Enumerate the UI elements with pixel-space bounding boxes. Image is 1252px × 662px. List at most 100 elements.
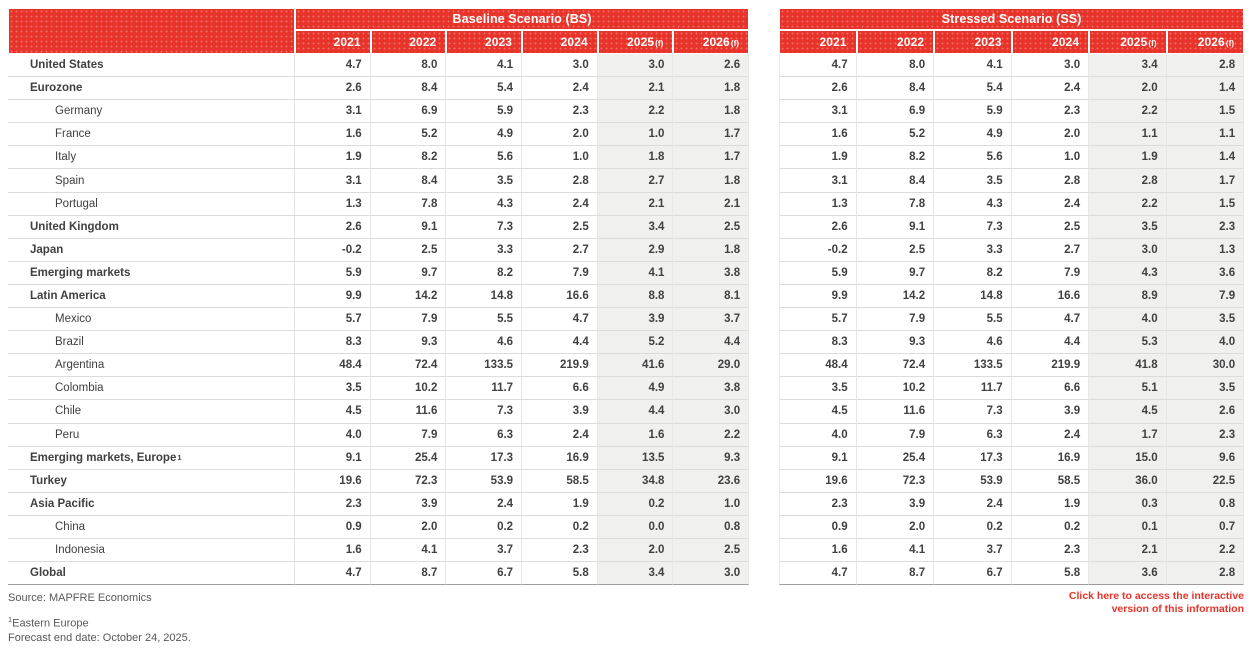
value-cell: 3.7 [934,538,1012,563]
value-cell: 6.7 [446,562,523,586]
value-cell: 1.3 [295,192,371,216]
value-cell: 3.8 [673,377,750,401]
value-cell: 2.8 [1166,562,1245,586]
value-cell: 2.6 [779,215,857,239]
value-cell: 2.0 [1011,123,1090,147]
value-cell: 1.7 [673,146,750,170]
value-cell: 23.6 [673,469,750,493]
value-cell: 8.4 [370,77,447,101]
value-cell: 5.5 [446,308,523,332]
value-cell: 3.5 [779,377,857,401]
value-cell: 3.5 [934,169,1012,193]
baseline-scenario-header: Baseline Scenario (BS) [295,8,750,30]
value-cell: 1.1 [1166,123,1245,147]
value-cell: 1.9 [779,146,857,170]
value-cell: 0.3 [1089,492,1167,516]
value-cell: 5.6 [934,146,1012,170]
value-cell: 3.0 [522,54,598,78]
value-cell: 0.8 [1166,492,1245,516]
value-cell: 7.9 [1166,284,1245,309]
value-cell: 10.2 [856,377,935,401]
value-cell: 2.6 [673,54,750,78]
year-header: 2026 (f) [673,30,750,54]
value-cell: 2.2 [673,423,750,447]
value-cell: 1.4 [1166,146,1245,170]
value-cell: 1.8 [597,146,674,170]
value-cell: 2.3 [522,100,598,124]
value-cell: 5.5 [934,308,1012,332]
value-cell: 1.1 [1089,123,1167,147]
value-cell: 34.8 [597,469,674,493]
row-label: Colombia [8,377,295,401]
value-cell: 3.1 [295,100,371,124]
value-cell: 2.8 [1011,169,1090,193]
value-cell: 8.0 [370,54,447,78]
value-cell: 2.2 [1089,100,1167,124]
value-cell: 2.1 [673,192,750,216]
value-cell: 2.6 [295,77,371,101]
value-cell: 25.4 [370,446,447,470]
row-label: Portugal [8,192,295,216]
value-cell: 2.4 [522,423,598,447]
value-cell: 7.3 [446,215,523,239]
value-cell: 2.0 [597,538,674,563]
value-cell: 7.3 [934,215,1012,239]
value-cell: 3.4 [597,562,674,586]
value-cell: 1.3 [1166,238,1245,262]
value-cell: 1.8 [673,100,750,124]
value-cell: 17.3 [934,446,1012,470]
value-cell: 2.4 [934,492,1012,516]
value-cell: 3.5 [295,377,371,401]
value-cell: 2.1 [597,192,674,216]
value-cell: 1.6 [295,538,371,563]
value-cell: 4.0 [1089,308,1167,332]
value-cell: 8.4 [370,169,447,193]
value-cell: 4.1 [370,538,447,563]
inflation-table: Baseline Scenario (BS) Stressed Scenario… [8,8,1245,586]
value-cell: 5.7 [295,308,371,332]
interactive-version-link[interactable]: Click here to access the interactive ver… [994,590,1244,616]
value-cell: 8.7 [856,562,935,586]
value-cell: 1.8 [673,238,750,262]
row-label: Turkey [8,469,295,493]
value-cell: 1.9 [295,146,371,170]
value-cell: 3.3 [446,238,523,262]
value-cell: 29.0 [673,354,750,378]
value-cell: 3.0 [1011,54,1090,78]
value-cell: 0.7 [1166,515,1245,539]
value-cell: 15.0 [1089,446,1167,470]
value-cell: 0.1 [1089,515,1167,539]
value-cell: 1.0 [522,146,598,170]
value-cell: 0.0 [597,515,674,539]
row-label: Asia Pacific [8,492,295,516]
value-cell: 0.8 [673,515,750,539]
value-cell: 133.5 [934,354,1012,378]
value-cell: 6.9 [856,100,935,124]
row-label: Argentina [8,354,295,378]
value-cell: 6.7 [934,562,1012,586]
value-cell: 5.4 [934,77,1012,101]
value-cell: 3.0 [673,562,750,586]
row-label: China [8,515,295,539]
value-cell: 2.7 [522,238,598,262]
value-cell: 7.8 [370,192,447,216]
value-cell: 3.6 [1089,562,1167,586]
value-cell: 4.7 [522,308,598,332]
year-header: 2022 [856,30,935,54]
value-cell: 2.5 [673,215,750,239]
value-cell: 5.9 [446,100,523,124]
value-cell: 2.8 [1166,54,1245,78]
value-cell: 8.7 [370,562,447,586]
year-header: 2026 (f) [1166,30,1245,54]
value-cell: 8.0 [856,54,935,78]
value-cell: 5.1 [1089,377,1167,401]
value-cell: 3.0 [597,54,674,78]
value-cell: 7.3 [446,400,523,424]
value-cell: 5.2 [856,123,935,147]
value-cell: 4.7 [779,562,857,586]
value-cell: 2.5 [370,238,447,262]
value-cell: 7.9 [522,261,598,285]
value-cell: 36.0 [1089,469,1167,493]
row-label: France [8,123,295,147]
value-cell: 13.5 [597,446,674,470]
